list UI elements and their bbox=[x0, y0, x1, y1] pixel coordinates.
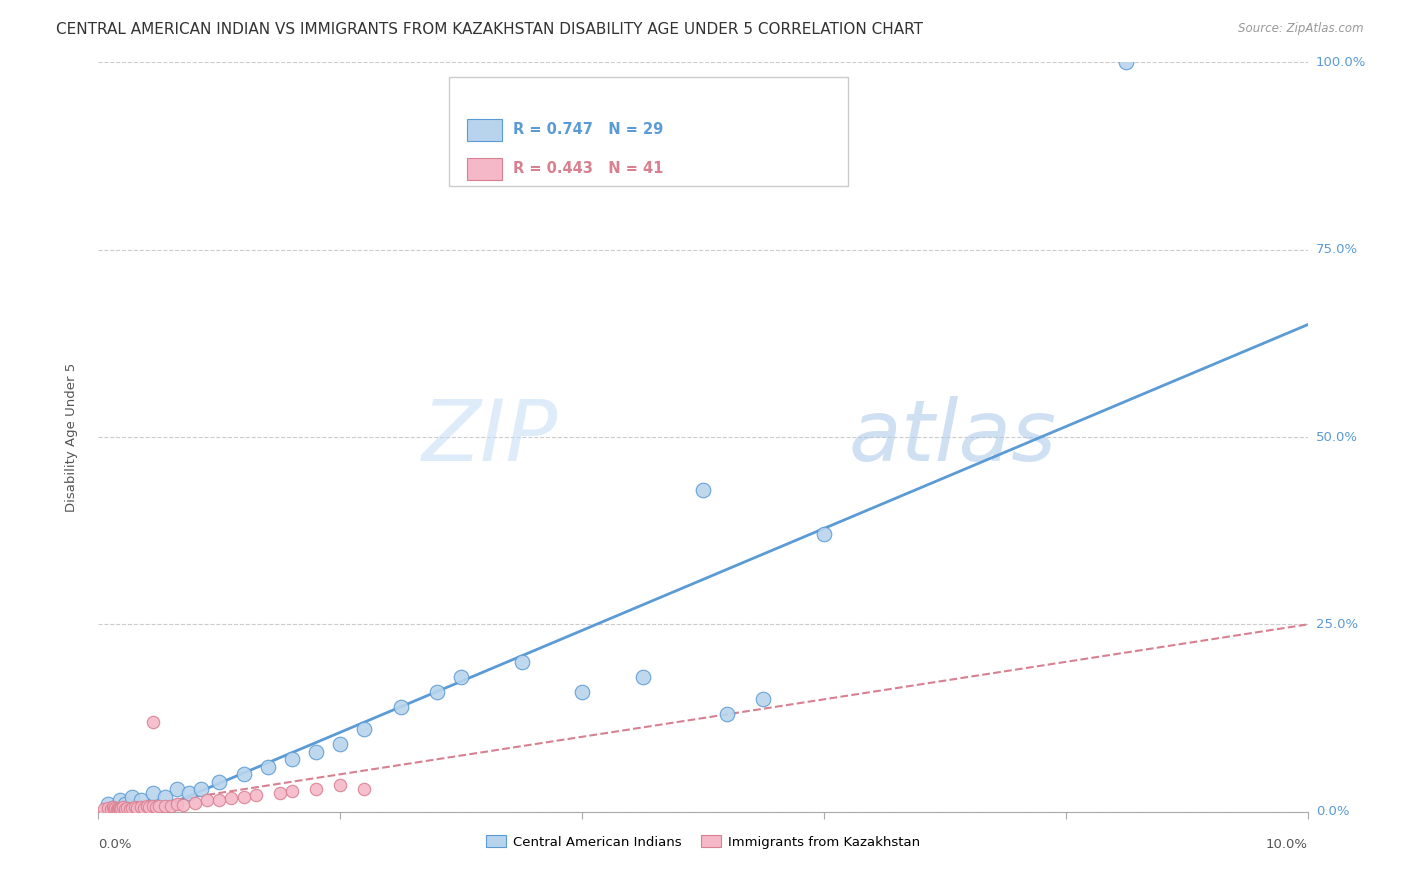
Text: 10.0%: 10.0% bbox=[1265, 838, 1308, 851]
Point bbox=[450, 670, 472, 684]
Point bbox=[108, 801, 131, 815]
Point bbox=[232, 789, 254, 804]
Point bbox=[353, 782, 375, 797]
FancyBboxPatch shape bbox=[467, 119, 502, 141]
Point bbox=[145, 800, 167, 814]
Point bbox=[329, 779, 352, 793]
Text: ZIP: ZIP bbox=[422, 395, 558, 479]
Point bbox=[305, 782, 328, 797]
Point bbox=[104, 801, 127, 815]
Point bbox=[195, 793, 218, 807]
Text: R = 0.443   N = 41: R = 0.443 N = 41 bbox=[513, 161, 664, 177]
Text: 100.0%: 100.0% bbox=[1316, 56, 1367, 69]
Point bbox=[752, 692, 775, 706]
Point bbox=[121, 801, 143, 815]
Point bbox=[153, 789, 176, 804]
Point bbox=[142, 799, 165, 814]
Point bbox=[97, 797, 120, 812]
Text: atlas: atlas bbox=[848, 395, 1056, 479]
Point bbox=[142, 786, 165, 800]
Point bbox=[166, 797, 188, 812]
Point bbox=[571, 685, 593, 699]
Point bbox=[510, 655, 533, 669]
Point bbox=[184, 796, 207, 810]
Point bbox=[1115, 55, 1137, 70]
Point bbox=[426, 685, 449, 699]
Point bbox=[245, 789, 267, 803]
Point bbox=[105, 802, 128, 816]
Point bbox=[134, 801, 156, 815]
Point bbox=[813, 527, 835, 541]
Text: 0.0%: 0.0% bbox=[1316, 805, 1350, 818]
Point bbox=[329, 737, 352, 751]
Point bbox=[121, 789, 143, 804]
Text: 25.0%: 25.0% bbox=[1316, 618, 1358, 631]
Point bbox=[101, 800, 124, 814]
Point bbox=[101, 801, 124, 815]
Point bbox=[692, 483, 714, 497]
Point bbox=[269, 786, 291, 800]
Point bbox=[160, 798, 183, 813]
Point bbox=[114, 802, 136, 816]
Point bbox=[135, 799, 157, 814]
FancyBboxPatch shape bbox=[449, 78, 848, 186]
Point bbox=[142, 714, 165, 729]
Point bbox=[127, 801, 149, 815]
Point bbox=[107, 802, 129, 816]
Point bbox=[221, 791, 243, 805]
Point bbox=[281, 752, 304, 766]
Point bbox=[108, 802, 131, 816]
Point bbox=[353, 723, 375, 737]
Point bbox=[256, 760, 278, 774]
Point bbox=[103, 802, 125, 816]
Point bbox=[117, 801, 139, 815]
Point bbox=[114, 797, 136, 812]
Point bbox=[129, 793, 152, 807]
Point bbox=[153, 799, 176, 814]
Y-axis label: Disability Age Under 5: Disability Age Under 5 bbox=[65, 362, 77, 512]
Point bbox=[129, 800, 152, 814]
Point bbox=[118, 802, 141, 816]
Point bbox=[93, 802, 115, 816]
Point bbox=[111, 800, 134, 814]
Point bbox=[97, 801, 120, 815]
Point bbox=[172, 797, 194, 812]
Point bbox=[716, 707, 738, 722]
Legend: Central American Indians, Immigrants from Kazakhstan: Central American Indians, Immigrants fro… bbox=[481, 830, 925, 854]
Point bbox=[232, 767, 254, 781]
Point bbox=[389, 699, 412, 714]
Text: 50.0%: 50.0% bbox=[1316, 431, 1358, 443]
Point bbox=[208, 774, 231, 789]
Point bbox=[166, 782, 188, 797]
Point bbox=[148, 798, 170, 813]
Point bbox=[208, 793, 231, 807]
Point bbox=[631, 670, 654, 684]
Text: Source: ZipAtlas.com: Source: ZipAtlas.com bbox=[1239, 22, 1364, 36]
Point bbox=[110, 801, 132, 815]
Text: 0.0%: 0.0% bbox=[98, 838, 132, 851]
Point bbox=[179, 786, 201, 800]
Point bbox=[100, 802, 122, 816]
Point bbox=[108, 793, 131, 807]
Point bbox=[190, 782, 212, 797]
Point bbox=[138, 800, 160, 814]
Point bbox=[305, 745, 328, 759]
Text: 75.0%: 75.0% bbox=[1316, 244, 1358, 256]
Text: R = 0.747   N = 29: R = 0.747 N = 29 bbox=[513, 122, 664, 137]
FancyBboxPatch shape bbox=[467, 158, 502, 179]
Point bbox=[281, 783, 304, 797]
Point bbox=[124, 800, 146, 814]
Text: CENTRAL AMERICAN INDIAN VS IMMIGRANTS FROM KAZAKHSTAN DISABILITY AGE UNDER 5 COR: CENTRAL AMERICAN INDIAN VS IMMIGRANTS FR… bbox=[56, 22, 924, 37]
